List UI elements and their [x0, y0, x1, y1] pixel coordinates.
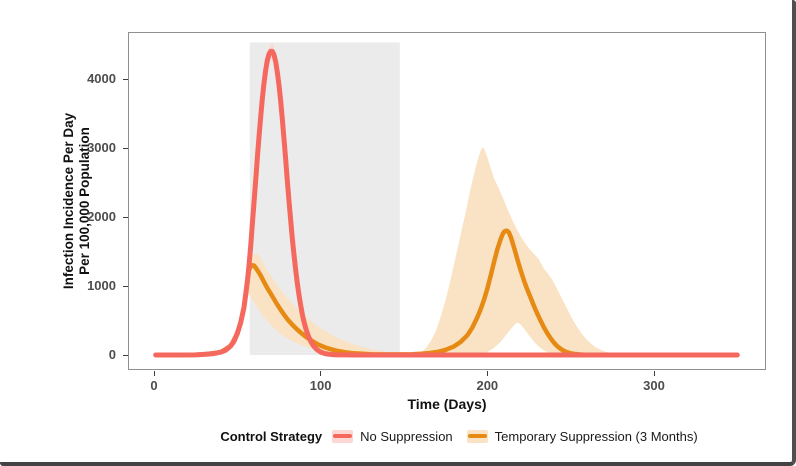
y-tick-mark [123, 78, 128, 80]
legend-item-temporary-suppression: Temporary Suppression (3 Months) [466, 428, 698, 444]
x-tick-mark [320, 371, 322, 376]
y-tick-label-0: 0 [108, 347, 116, 362]
y-tick-mark [123, 285, 128, 287]
x-tick-label-200: 200 [476, 378, 499, 393]
x-tick-mark [486, 371, 488, 376]
y-tick-label-3000: 3000 [87, 140, 116, 155]
chart-canvas [153, 42, 740, 358]
y-tick-mark [123, 354, 128, 356]
legend-item-no-suppression: No Suppression [332, 429, 453, 444]
x-tick-label-100: 100 [309, 378, 332, 393]
ribbon-temporary-suppression [237, 147, 628, 355]
x-tick-mark [153, 371, 155, 376]
x-tick-label-0: 0 [150, 378, 158, 393]
legend-title: Control Strategy [220, 428, 323, 444]
legend-key-line-icon [467, 434, 487, 438]
legend-item-label: Temporary Suppression (3 Months) [494, 428, 698, 444]
x-tick-label-300: 300 [643, 378, 665, 393]
legend: Control Strategy No Suppression Temporary… [136, 426, 792, 446]
y-tick-label-4000: 4000 [87, 71, 116, 86]
plot-panel [128, 32, 766, 370]
y-tick-mark [123, 216, 128, 218]
legend-key-icon [332, 429, 354, 443]
y-tick-label-2000: 2000 [87, 209, 116, 224]
legend-item-label: No Suppression [360, 428, 453, 444]
y-tick-mark [123, 147, 128, 149]
x-axis-title: Time (Days) [407, 396, 487, 412]
y-tick-label-1000: 1000 [87, 278, 116, 293]
line-no-suppression [153, 48, 740, 358]
legend-key-line-icon [333, 434, 353, 438]
x-tick-mark [653, 371, 655, 376]
legend-key-icon [466, 429, 488, 443]
